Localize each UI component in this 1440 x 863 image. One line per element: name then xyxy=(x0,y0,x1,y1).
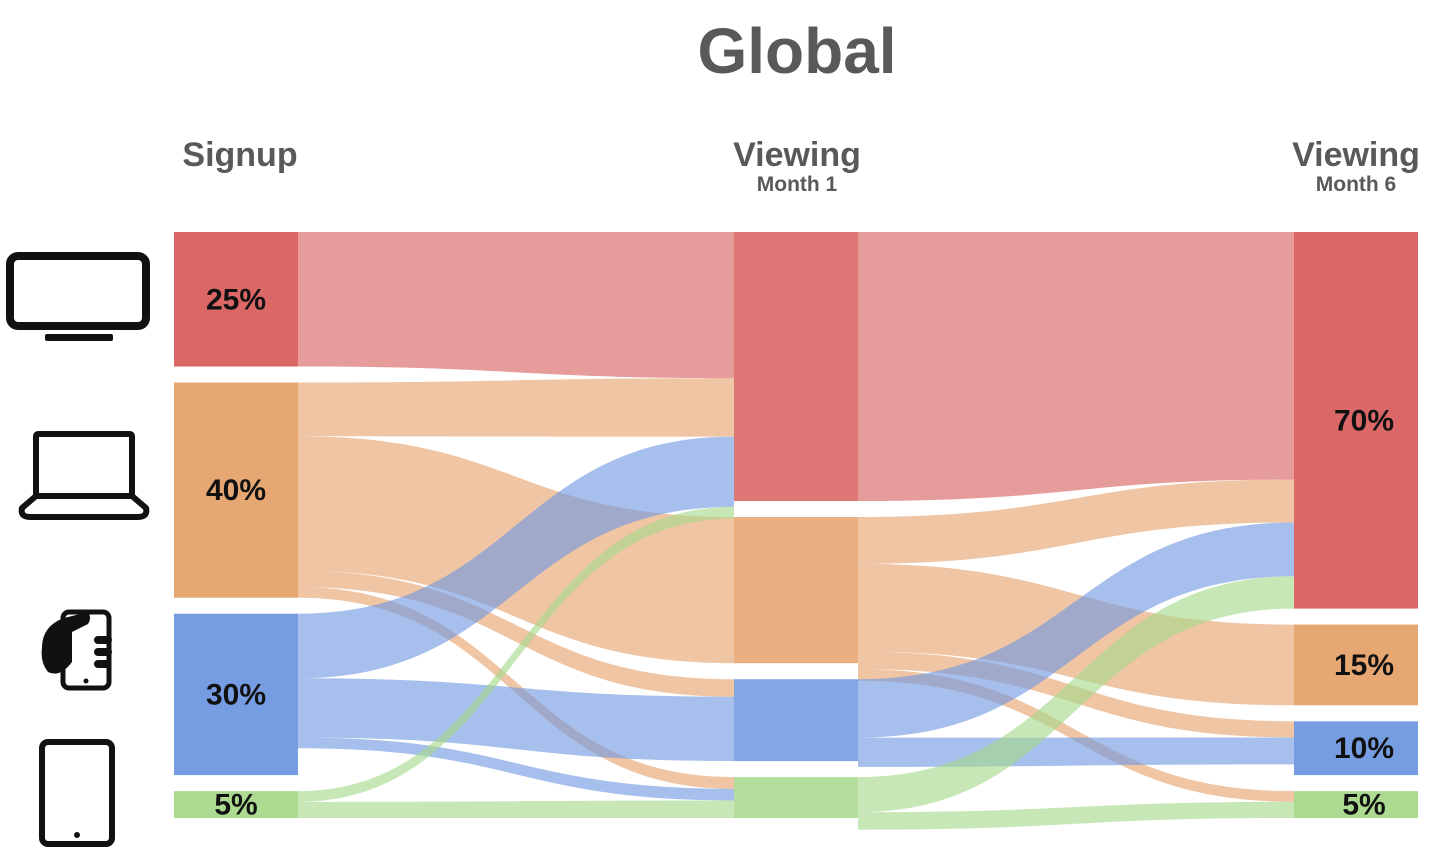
flow-tablet-to-tablet xyxy=(858,801,1294,830)
tv-icon xyxy=(6,252,150,341)
stage-header-viewing-month-1: Viewing Month 1 xyxy=(707,136,887,196)
node-label: 40% xyxy=(206,474,266,507)
flow-tv-to-tv xyxy=(858,232,1294,501)
node-month1-tv xyxy=(734,232,858,501)
stage-name: Signup xyxy=(182,136,298,174)
flow-tv-to-tv xyxy=(298,232,734,379)
node-label: 30% xyxy=(206,678,266,711)
node-month1-tablet xyxy=(734,777,858,818)
node-month6-tv xyxy=(1294,232,1418,609)
tablet-icon xyxy=(39,739,115,847)
node-month6-phone xyxy=(1294,721,1418,776)
stage-header-viewing-month-6: Viewing Month 6 xyxy=(1266,136,1440,196)
flow-laptop-to-phone xyxy=(298,570,734,697)
flow-tablet-to-tablet xyxy=(298,800,734,818)
stage-subtitle: Month 6 xyxy=(1315,173,1397,196)
node-label: 10% xyxy=(1334,732,1394,765)
node-label: 5% xyxy=(1342,789,1385,822)
node-month1-phone xyxy=(734,679,858,762)
laptop-icon xyxy=(18,431,150,520)
flow-phone-to-tv xyxy=(298,436,734,679)
flow-phone-to-phone xyxy=(298,678,734,762)
node-signup-tv xyxy=(174,232,298,367)
node-month6-tablet xyxy=(1294,791,1418,818)
stage-name: Viewing xyxy=(733,136,861,174)
node-signup-laptop xyxy=(174,382,298,598)
flow-phone-to-tablet xyxy=(298,737,734,801)
labels-layer: 25% 40% 30% 5% 70% 15% 10% 5% xyxy=(206,283,1394,821)
node-label: 15% xyxy=(1334,649,1394,682)
node-month6-laptop xyxy=(1294,624,1418,706)
flow-phone-to-phone xyxy=(858,737,1294,767)
flow-tablet-to-tv xyxy=(298,506,734,802)
node-month1-laptop xyxy=(734,517,858,664)
flow-phone-to-tv xyxy=(858,522,1294,738)
stage-header-signup: Signup xyxy=(150,136,330,174)
node-label: 5% xyxy=(214,789,257,822)
node-label: 70% xyxy=(1334,404,1394,437)
node-label: 25% xyxy=(206,283,266,316)
nodes-layer xyxy=(174,232,1418,818)
flow-tablet-to-tv xyxy=(858,576,1294,813)
chart-title: Global xyxy=(697,15,897,87)
node-signup-tablet xyxy=(174,791,298,818)
node-signup-phone xyxy=(174,613,298,776)
stage-name: Viewing xyxy=(1292,136,1420,174)
flow-laptop-to-tablet xyxy=(858,669,1294,802)
flow-laptop-to-tv xyxy=(298,378,734,437)
phone-icon xyxy=(41,609,112,691)
flows-layer xyxy=(298,232,1294,830)
stage-subtitle: Month 1 xyxy=(756,173,838,196)
flow-laptop-to-tv xyxy=(858,479,1294,564)
